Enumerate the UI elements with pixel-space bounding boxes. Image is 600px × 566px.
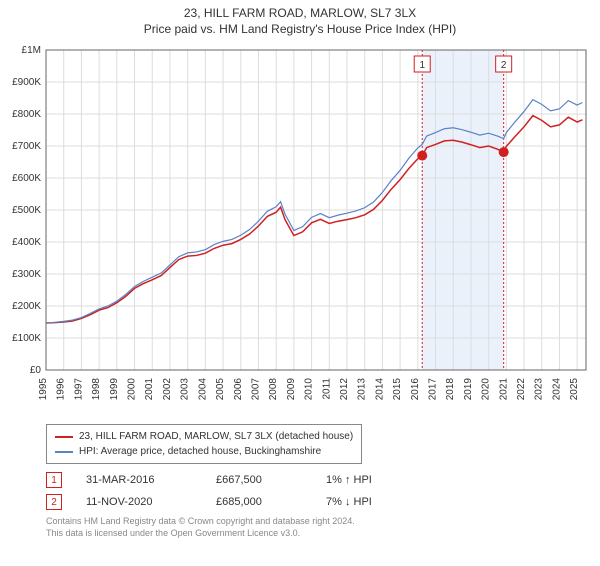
svg-text:2002: 2002 bbox=[162, 378, 173, 401]
svg-text:£800K: £800K bbox=[12, 109, 41, 120]
svg-text:2010: 2010 bbox=[304, 378, 315, 401]
svg-text:£700K: £700K bbox=[12, 141, 41, 152]
svg-text:£100K: £100K bbox=[12, 333, 41, 344]
svg-text:£300K: £300K bbox=[12, 269, 41, 280]
svg-text:1995: 1995 bbox=[38, 378, 49, 401]
sale-row: 1 31-MAR-2016£667,5001% ↑ HPI bbox=[46, 472, 600, 488]
svg-text:2015: 2015 bbox=[392, 378, 403, 401]
svg-text:2013: 2013 bbox=[357, 378, 368, 401]
legend-item: HPI: Average price, detached house, Buck… bbox=[55, 444, 353, 459]
svg-text:2024: 2024 bbox=[551, 378, 562, 401]
svg-text:2023: 2023 bbox=[534, 378, 545, 401]
svg-text:£0: £0 bbox=[30, 365, 42, 376]
svg-text:1998: 1998 bbox=[91, 378, 102, 401]
legend-swatch bbox=[55, 451, 73, 453]
legend: 23, HILL FARM ROAD, MARLOW, SL7 3LX (det… bbox=[46, 424, 362, 464]
svg-text:2004: 2004 bbox=[197, 378, 208, 401]
svg-text:2008: 2008 bbox=[268, 378, 279, 401]
svg-text:2012: 2012 bbox=[339, 378, 350, 401]
svg-text:2022: 2022 bbox=[516, 378, 527, 401]
svg-text:2001: 2001 bbox=[144, 378, 155, 401]
sale-price: £685,000 bbox=[216, 496, 326, 508]
svg-text:2017: 2017 bbox=[428, 378, 439, 401]
svg-text:£400K: £400K bbox=[12, 237, 41, 248]
svg-text:2003: 2003 bbox=[180, 378, 191, 401]
svg-text:2014: 2014 bbox=[374, 378, 385, 401]
legend-label: 23, HILL FARM ROAD, MARLOW, SL7 3LX (det… bbox=[79, 429, 353, 444]
footer-line-1: Contains HM Land Registry data © Crown c… bbox=[46, 516, 600, 528]
sale-delta: 1% ↑ HPI bbox=[326, 474, 372, 486]
subtitle: Price paid vs. HM Land Registry's House … bbox=[0, 22, 600, 36]
sale-delta: 7% ↓ HPI bbox=[326, 496, 372, 508]
svg-text:2011: 2011 bbox=[321, 378, 332, 400]
sale-price: £667,500 bbox=[216, 474, 326, 486]
footer-line-2: This data is licensed under the Open Gov… bbox=[46, 528, 600, 540]
svg-text:2025: 2025 bbox=[569, 378, 580, 401]
svg-text:2: 2 bbox=[501, 60, 507, 71]
svg-text:£1M: £1M bbox=[22, 45, 41, 56]
sale-badge: 2 bbox=[46, 494, 62, 510]
legend-item: 23, HILL FARM ROAD, MARLOW, SL7 3LX (det… bbox=[55, 429, 353, 444]
svg-text:£200K: £200K bbox=[12, 301, 41, 312]
svg-text:1997: 1997 bbox=[73, 378, 84, 401]
svg-text:2021: 2021 bbox=[498, 378, 509, 401]
svg-text:£900K: £900K bbox=[12, 77, 41, 88]
sales-table: 1 31-MAR-2016£667,5001% ↑ HPI 2 11-NOV-2020… bbox=[46, 472, 600, 510]
title: 23, HILL FARM ROAD, MARLOW, SL7 3LX bbox=[0, 6, 600, 20]
svg-text:2019: 2019 bbox=[463, 378, 474, 401]
sale-badge: 1 bbox=[46, 472, 62, 488]
svg-text:2006: 2006 bbox=[233, 378, 244, 401]
svg-text:2000: 2000 bbox=[127, 378, 138, 401]
svg-text:2005: 2005 bbox=[215, 378, 226, 401]
sale-date: 11-NOV-2020 bbox=[86, 496, 216, 508]
legend-label: HPI: Average price, detached house, Buck… bbox=[79, 444, 321, 459]
sale-date: 31-MAR-2016 bbox=[86, 474, 216, 486]
svg-text:2009: 2009 bbox=[286, 378, 297, 401]
svg-text:1: 1 bbox=[419, 60, 425, 71]
svg-text:£600K: £600K bbox=[12, 173, 41, 184]
legend-swatch bbox=[55, 436, 73, 438]
footer: Contains HM Land Registry data © Crown c… bbox=[46, 516, 600, 539]
svg-text:2016: 2016 bbox=[410, 378, 421, 401]
svg-text:1996: 1996 bbox=[56, 378, 67, 401]
svg-text:£500K: £500K bbox=[12, 205, 41, 216]
svg-text:2020: 2020 bbox=[481, 378, 492, 401]
price-chart: £0 £100K £200K £300K £400K £500K £600K £700K £80… bbox=[0, 40, 600, 420]
sale-row: 2 11-NOV-2020£685,0007% ↓ HPI bbox=[46, 494, 600, 510]
svg-text:2007: 2007 bbox=[250, 378, 261, 401]
svg-text:2018: 2018 bbox=[445, 378, 456, 401]
svg-text:1999: 1999 bbox=[109, 378, 120, 401]
